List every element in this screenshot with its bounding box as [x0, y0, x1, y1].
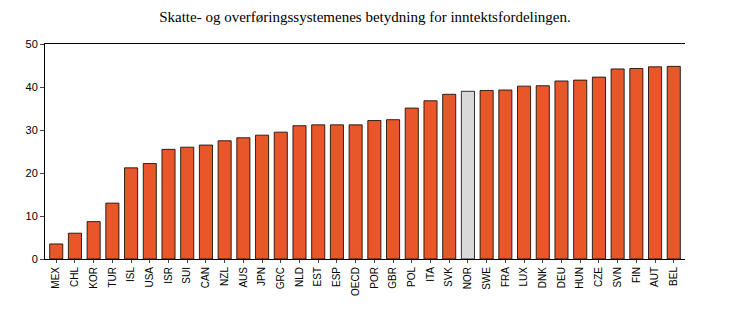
svg-text:NZL: NZL — [219, 267, 230, 286]
svg-text:0: 0 — [32, 253, 38, 265]
svg-text:10: 10 — [26, 210, 38, 222]
svg-text:HUN: HUN — [574, 267, 585, 289]
svg-text:GBR: GBR — [387, 267, 398, 289]
svg-text:FRA: FRA — [500, 267, 511, 287]
svg-text:EST: EST — [312, 267, 323, 286]
svg-text:LUX: LUX — [518, 267, 529, 287]
svg-text:FIN: FIN — [631, 267, 642, 283]
svg-text:NLD: NLD — [294, 267, 305, 287]
svg-text:JPN: JPN — [256, 267, 267, 286]
svg-text:CHL: CHL — [69, 267, 80, 287]
svg-text:OECD: OECD — [350, 267, 361, 296]
svg-text:ISR: ISR — [163, 267, 174, 284]
svg-text:TUR: TUR — [107, 267, 118, 288]
svg-text:50: 50 — [26, 38, 38, 50]
svg-text:AUT: AUT — [649, 267, 660, 287]
svg-text:CZE: CZE — [593, 267, 604, 287]
svg-text:USA: USA — [144, 267, 155, 288]
svg-text:ITA: ITA — [425, 267, 436, 282]
svg-text:SVK: SVK — [443, 267, 454, 287]
svg-text:GRC: GRC — [275, 267, 286, 289]
svg-text:CAN: CAN — [200, 267, 211, 288]
svg-text:POL: POL — [406, 267, 417, 287]
svg-text:ESP: ESP — [331, 267, 342, 287]
svg-text:ISL: ISL — [125, 267, 136, 282]
svg-text:DEU: DEU — [556, 267, 567, 288]
svg-text:40: 40 — [26, 81, 38, 93]
svg-text:POR: POR — [369, 267, 380, 289]
svg-text:NOR: NOR — [462, 267, 473, 289]
svg-text:MEX: MEX — [50, 267, 61, 289]
svg-text:SVN: SVN — [612, 267, 623, 288]
svg-text:SUI: SUI — [181, 267, 192, 284]
svg-text:DNK: DNK — [537, 267, 548, 288]
svg-text:Skatte- og overføringssystemen: Skatte- og overføringssystemenes betydni… — [159, 9, 571, 25]
svg-text:30: 30 — [26, 124, 38, 136]
svg-text:BEL: BEL — [668, 267, 679, 286]
svg-text:20: 20 — [26, 167, 38, 179]
svg-text:KOR: KOR — [88, 267, 99, 289]
svg-text:AUS: AUS — [238, 267, 249, 288]
svg-text:SWE: SWE — [481, 267, 492, 290]
